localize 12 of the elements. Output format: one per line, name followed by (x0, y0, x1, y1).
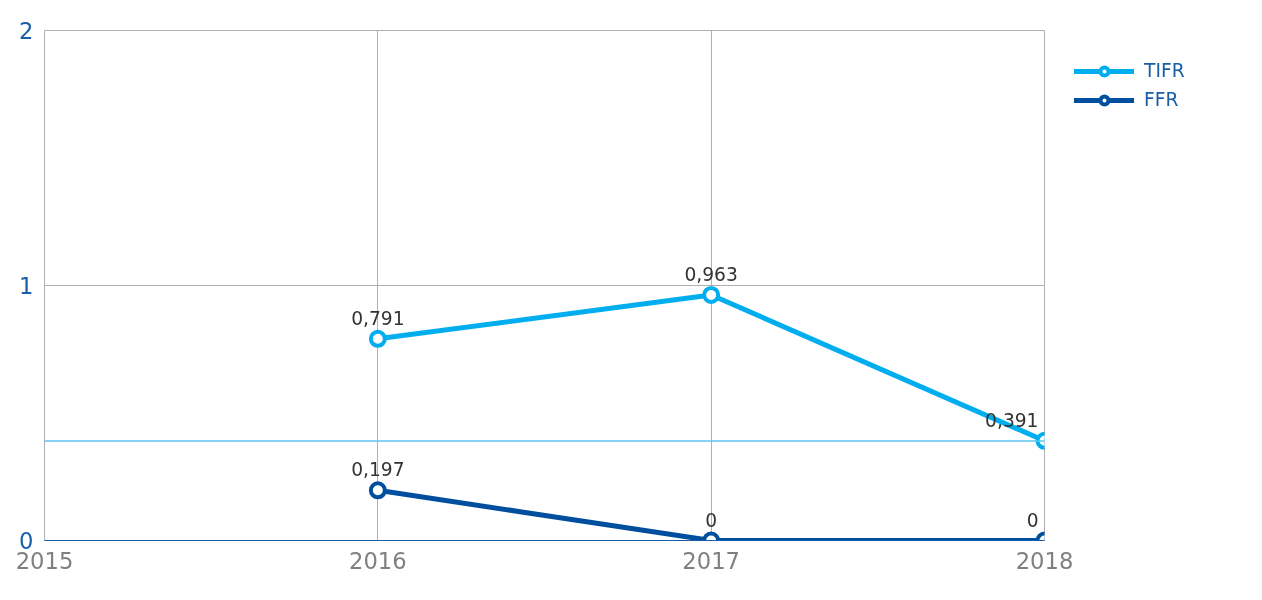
x-tick-label: 2018 (1015, 547, 1074, 574)
y-tick-label: 2 (19, 18, 34, 44)
x-tick-label: 2016 (349, 547, 407, 574)
y-tick-label: 1 (19, 273, 34, 299)
data-label: 0,963 (684, 263, 738, 285)
data-label: 0,197 (351, 459, 405, 481)
legend-label: TIFR (1144, 60, 1185, 81)
data-label: 0 (705, 509, 718, 531)
legend-label: FFR (1144, 89, 1179, 110)
data-label: 0 (1026, 509, 1039, 531)
data-label: 0,791 (351, 307, 405, 329)
x-tick-label: 2017 (682, 547, 741, 574)
